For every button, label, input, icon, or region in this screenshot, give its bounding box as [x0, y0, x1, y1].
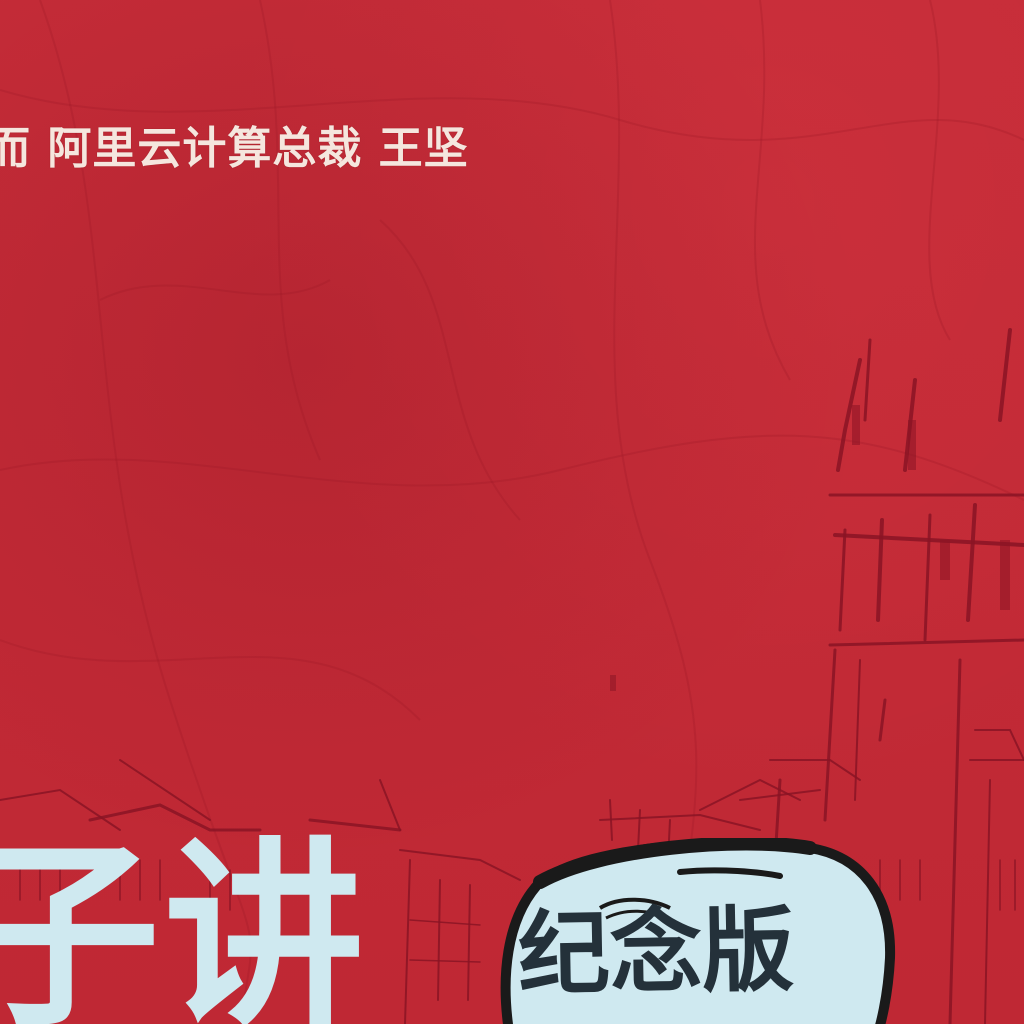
- endorsement-text: 而 阿里云计算总裁 王坚: [0, 123, 469, 174]
- book-title: 子讲: [0, 821, 369, 1024]
- commemorative-edition-badge: 纪念版: [517, 896, 795, 1009]
- badge-shape: [500, 838, 896, 1024]
